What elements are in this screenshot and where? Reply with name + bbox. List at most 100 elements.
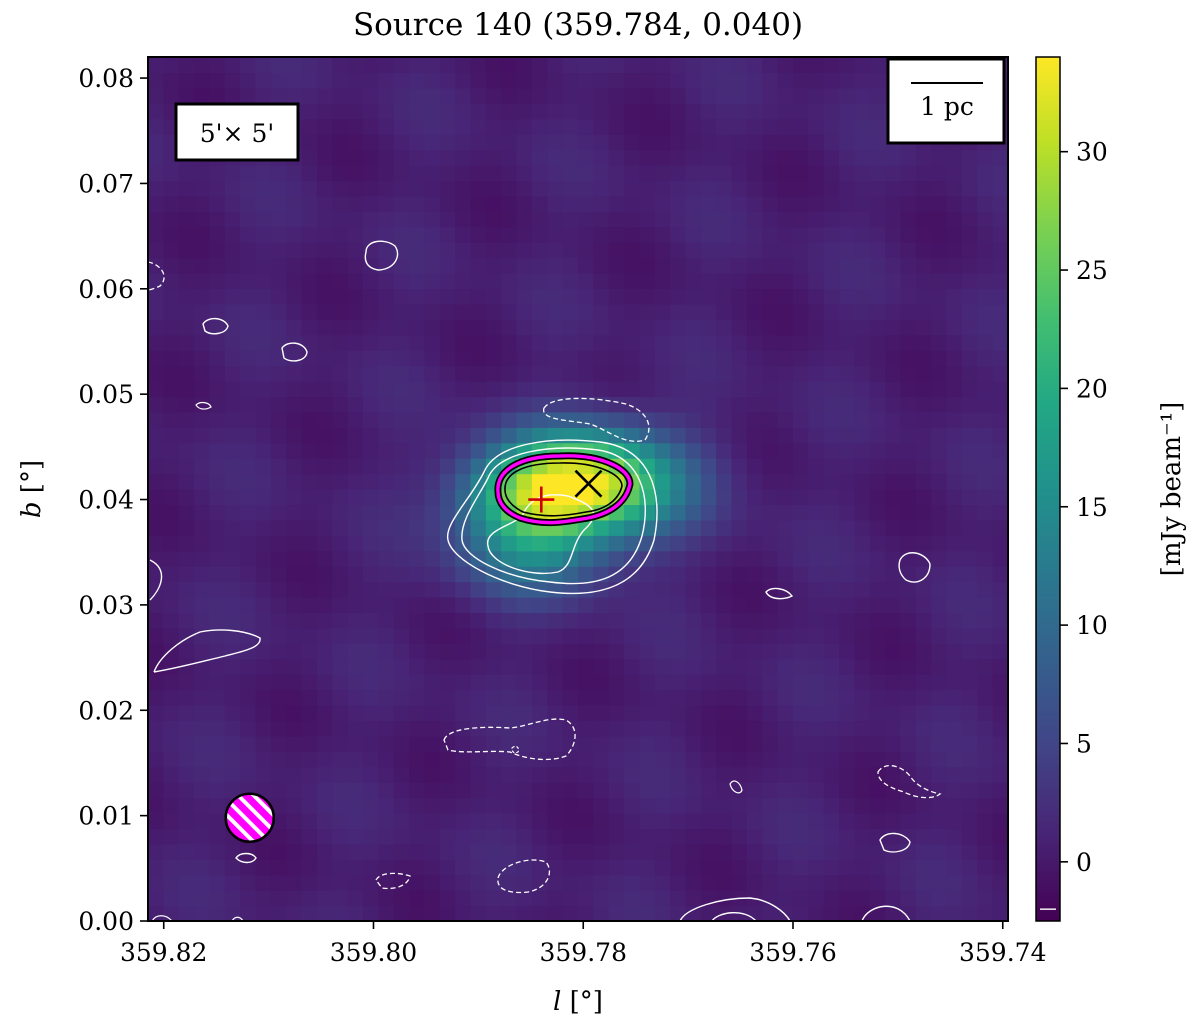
map-pixel xyxy=(731,766,748,783)
contour-negative xyxy=(543,397,650,442)
map-pixel xyxy=(547,843,564,860)
map-pixel xyxy=(255,226,272,243)
map-pixel xyxy=(823,442,840,459)
map-pixel xyxy=(977,643,994,660)
map-pixel xyxy=(762,550,779,567)
map-pixel xyxy=(270,334,287,351)
map-pixel xyxy=(209,504,226,521)
map-pixel xyxy=(593,735,610,752)
map-pixel xyxy=(670,766,687,783)
map-pixel xyxy=(624,504,641,521)
map-pixel xyxy=(470,519,487,536)
map-pixel xyxy=(455,257,472,274)
map-pixel xyxy=(148,627,164,644)
map-pixel xyxy=(224,411,241,428)
map-pixel xyxy=(624,890,641,907)
map-pixel xyxy=(946,535,963,552)
map-pixel xyxy=(409,627,426,644)
map-pixel xyxy=(869,149,886,166)
map-pixel xyxy=(793,319,809,336)
map-pixel xyxy=(639,195,656,212)
map-pixel xyxy=(393,489,410,506)
map-pixel xyxy=(163,658,180,675)
map-pixel xyxy=(593,689,610,706)
map-pixel xyxy=(946,658,963,675)
map-pixel xyxy=(363,134,379,151)
map-pixel xyxy=(685,597,702,614)
map-pixel xyxy=(839,72,856,89)
map-pixel xyxy=(363,165,379,182)
map-pixel xyxy=(424,489,441,506)
map-pixel xyxy=(562,905,579,921)
map-pixel xyxy=(209,566,226,583)
map-pixel xyxy=(839,427,856,444)
map-pixel xyxy=(424,859,441,876)
map-pixel xyxy=(593,782,610,799)
map-pixel xyxy=(700,350,717,367)
map-pixel xyxy=(178,859,195,876)
map-pixel xyxy=(332,658,349,675)
map-pixel xyxy=(224,859,241,876)
map-pixel xyxy=(163,257,180,274)
map-pixel xyxy=(439,319,456,336)
map-pixel xyxy=(363,72,379,89)
map-pixel xyxy=(148,411,164,428)
map-pixel xyxy=(931,273,948,290)
map-pixel xyxy=(854,195,871,212)
map-pixel xyxy=(301,350,318,367)
map-pixel xyxy=(961,813,978,830)
map-pixel xyxy=(347,612,364,629)
map-pixel xyxy=(793,257,809,274)
map-pixel xyxy=(485,627,502,644)
map-pixel xyxy=(224,566,241,583)
map-pixel xyxy=(700,705,717,722)
map-pixel xyxy=(839,365,856,382)
map-pixel xyxy=(316,535,333,552)
map-pixel xyxy=(547,874,564,891)
map-pixel xyxy=(654,242,671,259)
map-pixel xyxy=(224,874,241,891)
map-pixel xyxy=(854,165,871,182)
map-pixel xyxy=(823,303,840,320)
map-pixel xyxy=(624,751,641,768)
map-pixel xyxy=(731,334,748,351)
map-pixel xyxy=(793,658,809,675)
map-pixel xyxy=(439,751,456,768)
map-pixel xyxy=(608,72,625,89)
map-pixel xyxy=(946,519,963,536)
map-pixel xyxy=(992,350,1008,367)
map-pixel xyxy=(823,566,840,583)
map-pixel xyxy=(654,103,671,120)
map-pixel xyxy=(194,504,211,521)
map-pixel xyxy=(885,566,902,583)
map-pixel xyxy=(439,674,456,691)
map-pixel xyxy=(562,504,579,521)
map-pixel xyxy=(808,211,825,228)
map-pixel xyxy=(762,257,779,274)
map-pixel xyxy=(455,427,472,444)
map-pixel xyxy=(224,288,241,305)
map-pixel xyxy=(992,566,1008,583)
map-pixel xyxy=(869,813,886,830)
map-pixel xyxy=(194,165,211,182)
map-pixel xyxy=(409,288,426,305)
map-pixel xyxy=(332,828,349,845)
map-pixel xyxy=(900,288,917,305)
map-pixel xyxy=(992,180,1008,197)
map-pixel xyxy=(885,489,902,506)
map-pixel xyxy=(316,720,333,737)
map-pixel xyxy=(301,674,318,691)
map-pixel xyxy=(516,288,533,305)
map-pixel xyxy=(823,211,840,228)
map-pixel xyxy=(931,766,948,783)
map-pixel xyxy=(931,334,948,351)
map-pixel xyxy=(178,365,195,382)
map-pixel xyxy=(793,489,809,506)
map-pixel xyxy=(716,550,733,567)
map-pixel xyxy=(409,859,426,876)
y-tick-label: 0.06 xyxy=(78,275,134,304)
map-pixel xyxy=(700,87,717,104)
map-pixel xyxy=(378,473,395,490)
map-pixel xyxy=(439,782,456,799)
map-pixel xyxy=(777,473,794,490)
